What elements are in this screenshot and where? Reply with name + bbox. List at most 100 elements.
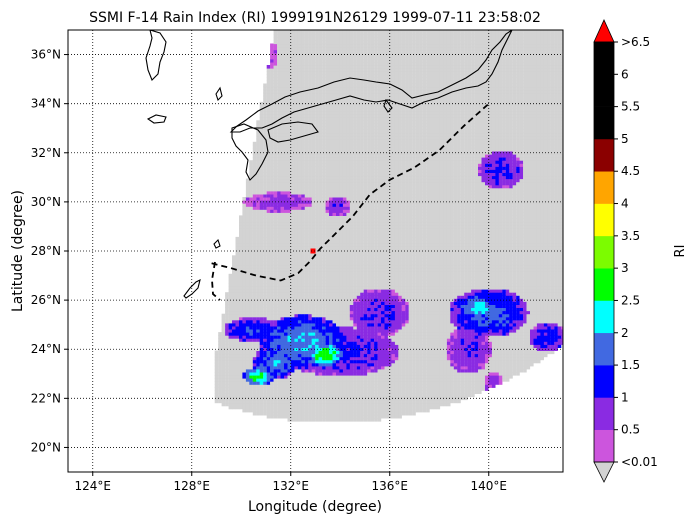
swath-point [422, 356, 427, 361]
swath-point [263, 359, 267, 364]
swath-point [381, 359, 385, 364]
swath-point [419, 356, 423, 361]
swath-point [297, 335, 302, 339]
swath-point [523, 267, 527, 272]
swath-point [308, 322, 312, 327]
swath-point [467, 372, 472, 376]
swath-point [256, 384, 260, 388]
swath-point [516, 270, 520, 275]
swath-point [540, 261, 544, 266]
swath-point [443, 347, 447, 351]
swath-point [384, 252, 389, 256]
swath-point [336, 347, 340, 351]
swath-point [498, 375, 503, 379]
swath-point [547, 283, 551, 287]
swath-point [214, 359, 219, 364]
swath-point [491, 350, 496, 355]
swath-point [242, 267, 246, 272]
swath-point [412, 372, 416, 376]
swath-point [526, 273, 531, 278]
swath-point [294, 344, 298, 348]
swath-point [239, 310, 243, 315]
swath-point [526, 353, 531, 358]
swath-point [467, 359, 472, 364]
swath-point [329, 255, 333, 259]
swath-point [405, 335, 409, 339]
swath-point [242, 273, 246, 278]
swath-point [512, 356, 517, 361]
swath-point [488, 341, 492, 345]
swath-point [540, 329, 544, 333]
swath-point [370, 338, 375, 342]
swath-point [232, 313, 236, 318]
swath-point [356, 399, 361, 404]
swath-point [471, 384, 475, 388]
swath-point [394, 414, 399, 419]
swath-point [336, 289, 340, 293]
swath-point [415, 405, 420, 410]
swath-point [485, 372, 489, 376]
swath-point [467, 322, 472, 327]
swath-point [242, 344, 246, 348]
swath-point [239, 255, 243, 259]
swath-point [446, 384, 451, 388]
swath-point [460, 270, 465, 275]
swath-point [259, 325, 264, 330]
swath-point [502, 313, 506, 318]
swath-point [443, 387, 447, 391]
swath-point [363, 393, 368, 398]
swath-point [273, 362, 278, 367]
swath-point [290, 252, 295, 256]
swath-point [495, 304, 499, 308]
swath-point [429, 378, 434, 382]
swath-point [405, 286, 409, 290]
swath-point [259, 267, 264, 272]
swath-point [332, 418, 337, 422]
swath-point [439, 384, 444, 388]
swath-point [415, 362, 420, 367]
swath-point [536, 313, 541, 318]
swath-point [443, 390, 447, 394]
swath-point [408, 381, 413, 385]
swath-point [263, 325, 267, 330]
swath-point [401, 264, 406, 269]
swath-point [495, 319, 499, 324]
swath-point [301, 313, 305, 318]
swath-point [297, 418, 302, 422]
swath-point [290, 384, 295, 388]
swath-point [346, 335, 350, 339]
swath-point [554, 295, 558, 299]
swath-point [561, 338, 563, 342]
swath-point [304, 402, 309, 407]
swath-point [266, 298, 271, 302]
swath-point [464, 396, 468, 401]
swath-point [394, 316, 399, 321]
swath-point [342, 405, 347, 410]
swath-point [512, 362, 517, 367]
swath-point [550, 322, 555, 327]
swath-point [322, 405, 326, 410]
swath-point [436, 341, 441, 345]
swath-point [235, 384, 240, 388]
swath-point [460, 365, 465, 370]
swath-point [488, 255, 492, 259]
swath-point [381, 338, 385, 342]
swath-point [322, 414, 326, 419]
swath-point [398, 264, 402, 269]
swath-point [509, 332, 513, 336]
swath-point [280, 264, 285, 269]
swath-point [322, 301, 326, 305]
swath-point [287, 304, 292, 308]
swath-point [336, 372, 340, 376]
swath-point [245, 264, 250, 269]
swath-point [387, 252, 392, 256]
swath-point [464, 332, 468, 336]
swath-point [401, 313, 406, 318]
swath-point [339, 356, 343, 361]
swath-point [322, 381, 326, 385]
swath-point [450, 264, 454, 269]
swath-point [530, 270, 534, 275]
swath-point [481, 350, 486, 355]
swath-point [346, 402, 350, 407]
swath-point [263, 408, 267, 413]
